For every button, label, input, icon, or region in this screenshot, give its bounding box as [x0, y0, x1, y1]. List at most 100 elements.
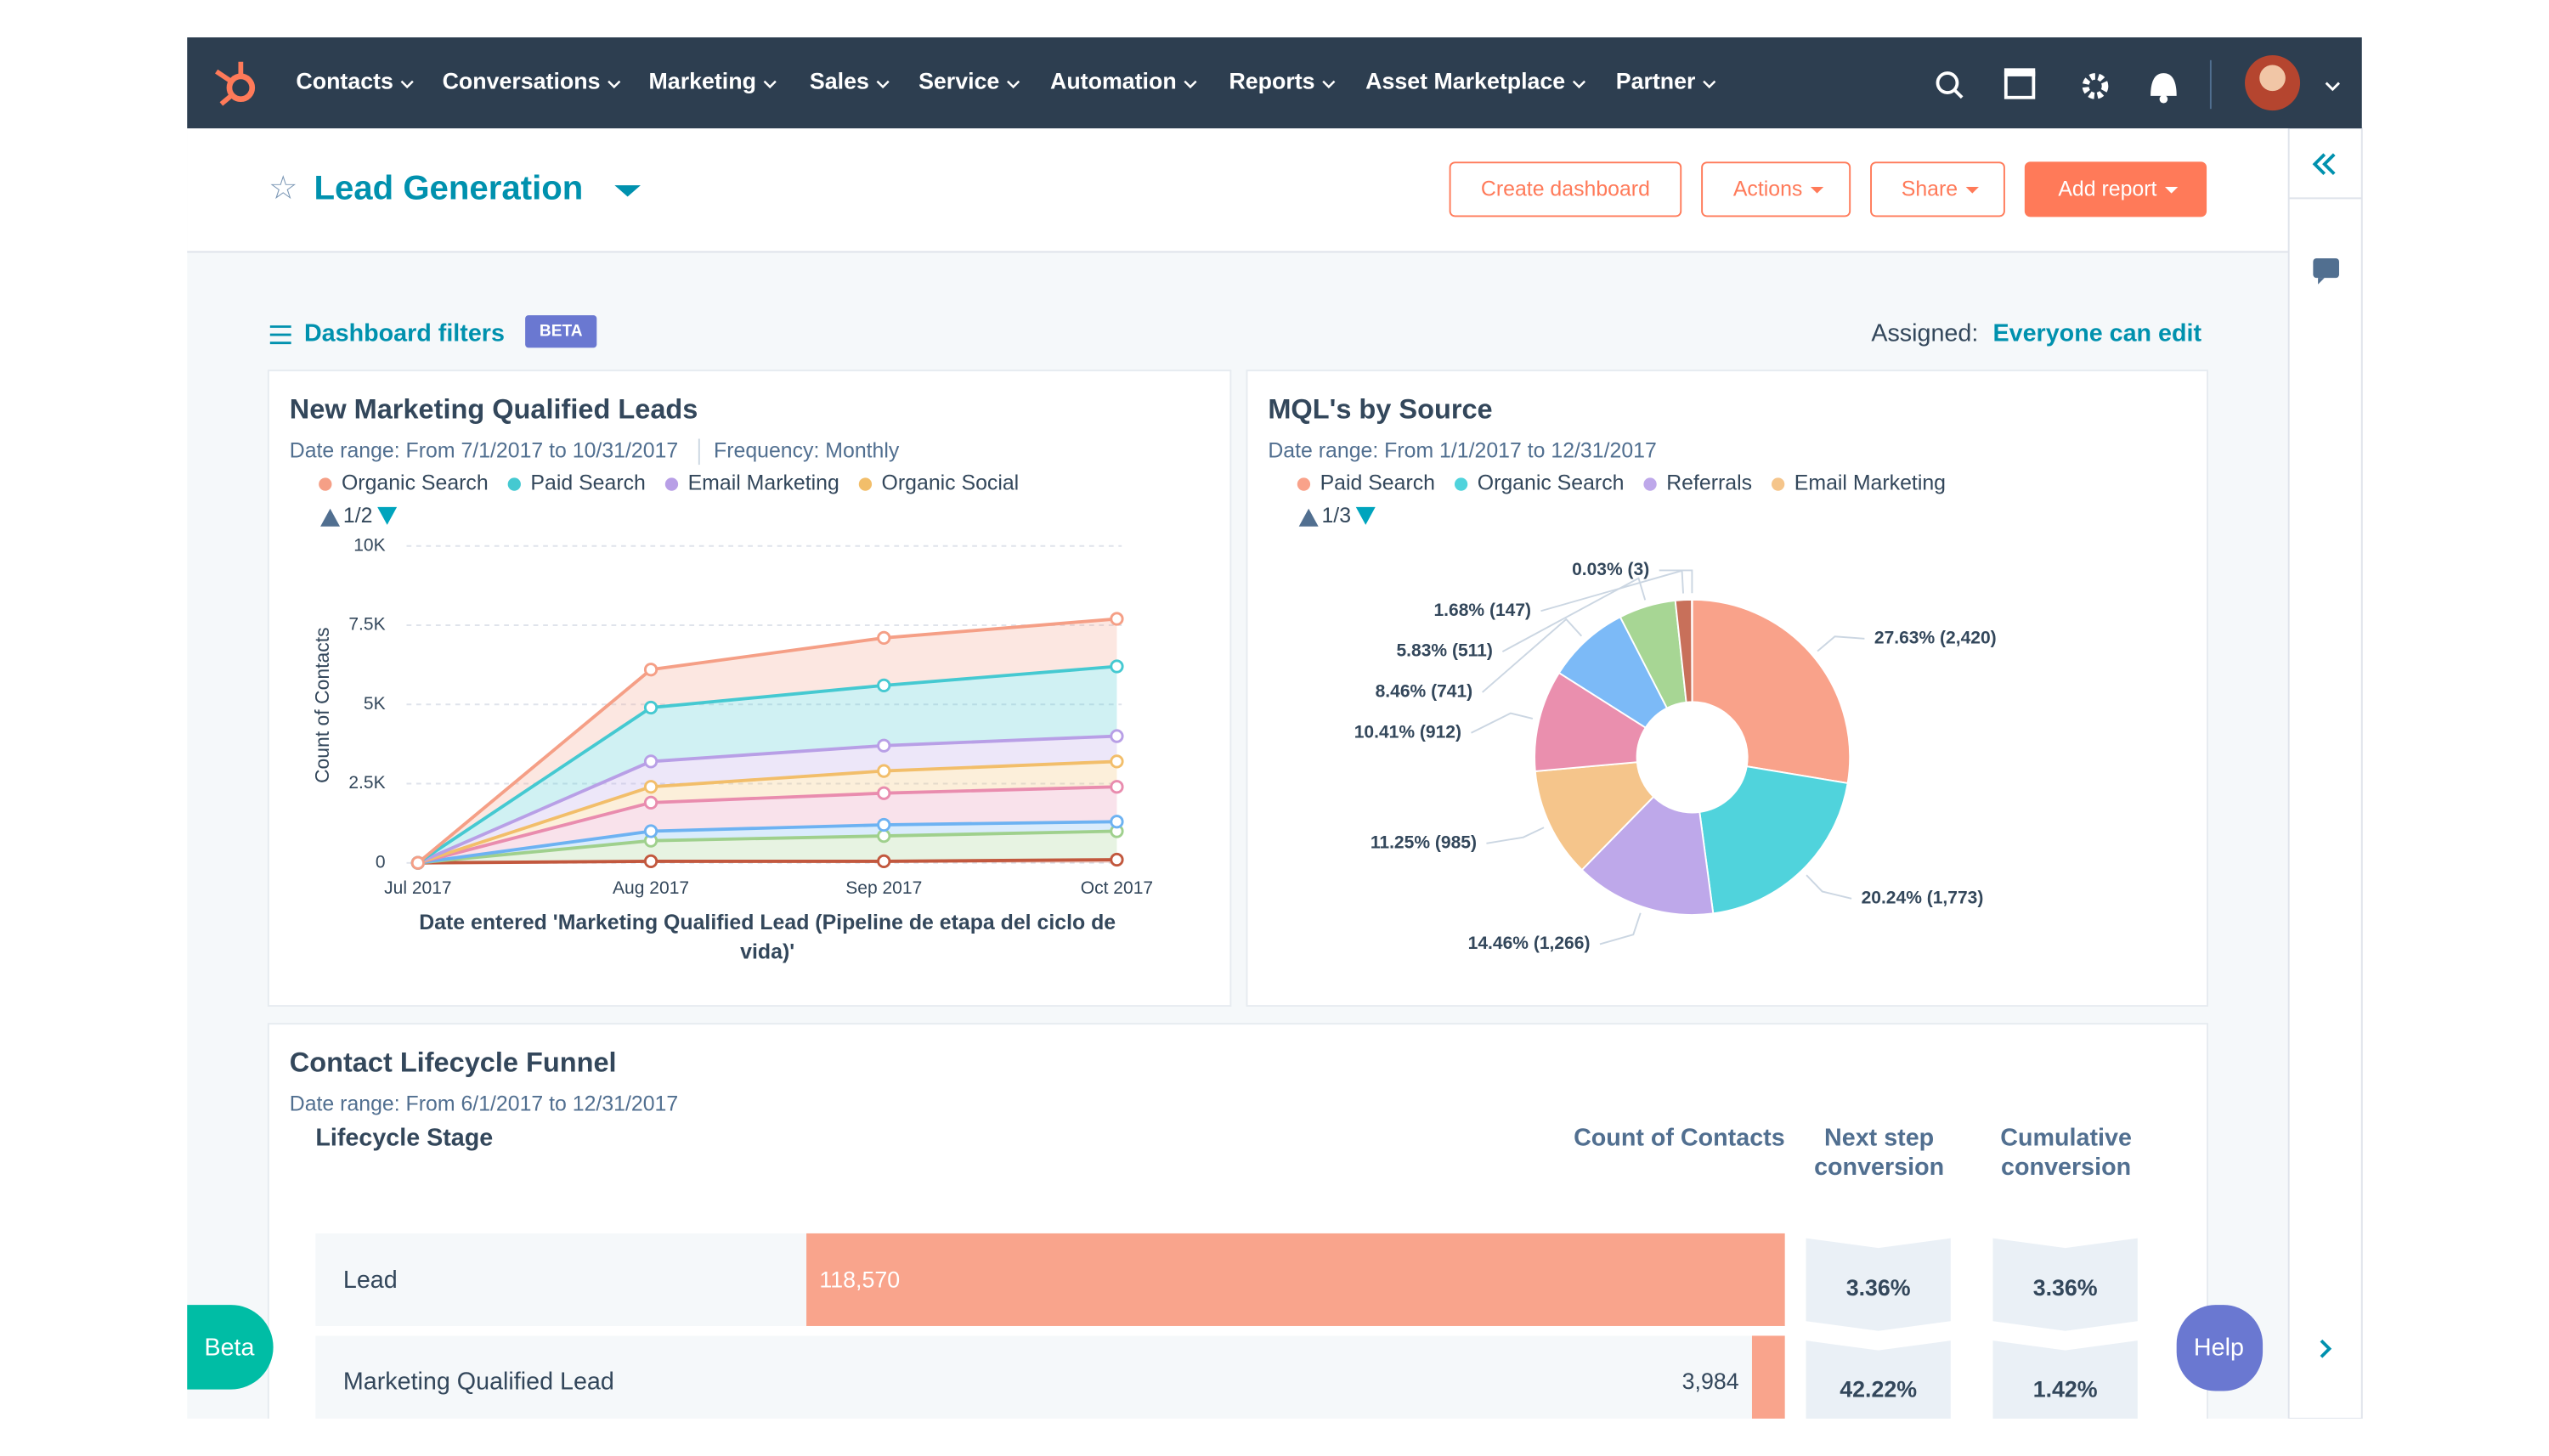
- x-tick-label: Aug 2017: [613, 878, 689, 898]
- nav-item[interactable]: Conversations: [443, 69, 601, 94]
- leader-line: [1482, 618, 1583, 693]
- logo-spokes: [215, 61, 244, 106]
- data-point: [877, 817, 891, 832]
- title-caret[interactable]: [614, 185, 641, 197]
- nav-chevron: [1703, 80, 1716, 89]
- data-point: [643, 854, 658, 869]
- data-point: [1110, 780, 1124, 794]
- conversion-value: 3.36%: [1846, 1275, 1911, 1301]
- hubspot-logo[interactable]: [215, 61, 256, 106]
- legend-entry: Email Marketing: [688, 471, 839, 495]
- series-line: [417, 829, 1117, 865]
- pie-slice: [1698, 765, 1849, 915]
- conversion-value: 1.42%: [2033, 1377, 2098, 1402]
- x-tick-label: Sep 2017: [845, 878, 922, 898]
- data-point: [643, 663, 658, 677]
- column-header-box: Cumulative conversion: [2000, 1125, 2132, 1182]
- help-button-label: Help: [2194, 1334, 2244, 1361]
- header-button-label: Share: [1902, 177, 1958, 200]
- count-label: 3,984: [1682, 1369, 1739, 1394]
- button-caret: [2164, 186, 2179, 194]
- line-card: [267, 370, 1232, 1007]
- nav-bar: [187, 37, 2362, 129]
- pie-slice: [1534, 761, 1655, 872]
- nav-item[interactable]: Asset Marketplace: [1365, 69, 1565, 94]
- data-point: [643, 700, 658, 715]
- pie-label: 1.68% (147): [1433, 601, 1531, 620]
- legend-next[interactable]: [1355, 506, 1376, 525]
- x-tick-label: Oct 2017: [1081, 878, 1153, 898]
- legend-page: 1/3: [1321, 504, 1351, 528]
- funnel-row: [315, 1335, 1785, 1427]
- favorite-star[interactable]: ☆: [268, 170, 297, 206]
- nav-item[interactable]: Sales: [810, 69, 869, 94]
- nav-item[interactable]: Automation: [1050, 69, 1177, 94]
- next-arrow[interactable]: [2320, 1339, 2332, 1358]
- pie-slice: [1691, 598, 1851, 785]
- chat-icon[interactable]: [2313, 258, 2339, 279]
- legend-dot: [507, 477, 521, 491]
- pie-label: 0.03% (3): [1572, 560, 1649, 579]
- column-header: Lifecycle Stage: [315, 1125, 493, 1152]
- column-header-box: Next step conversion: [1814, 1125, 1944, 1182]
- settings-icon[interactable]: [2082, 73, 2109, 99]
- stage-label: Marketing Qualified Lead: [343, 1368, 614, 1395]
- leader-line: [1659, 569, 1693, 594]
- stage-label: Lead: [343, 1267, 398, 1294]
- filters-icon: [269, 325, 291, 345]
- legend-prev[interactable]: [320, 508, 341, 527]
- nav-item[interactable]: Contacts: [296, 69, 393, 94]
- pie-label: 27.63% (2,420): [1874, 628, 1997, 647]
- header-button[interactable]: [1449, 161, 1682, 217]
- collapse-icon[interactable]: [2312, 153, 2336, 176]
- nav-item[interactable]: Service: [918, 69, 999, 94]
- data-point: [877, 630, 891, 646]
- account-chevron[interactable]: [2325, 82, 2340, 92]
- notifications-icon[interactable]: [2151, 73, 2177, 96]
- series-line: [417, 759, 1117, 865]
- search-icon[interactable]: [1936, 71, 1959, 94]
- nav-item[interactable]: Partner: [1616, 69, 1696, 94]
- header-button[interactable]: [2024, 161, 2207, 217]
- header-button[interactable]: [1701, 161, 1851, 217]
- beta-badge-text: BETA: [540, 322, 583, 340]
- header-button[interactable]: [1870, 161, 2005, 217]
- leader-line: [1806, 874, 1852, 900]
- filters-link[interactable]: Dashboard filters: [304, 320, 505, 347]
- leader-line: [1501, 577, 1647, 652]
- data-point: [643, 754, 658, 769]
- dashboard-title[interactable]: Lead Generation: [314, 168, 583, 206]
- data-point: [1110, 659, 1124, 674]
- legend-entry: Paid Search: [530, 471, 645, 495]
- leader-line: [1817, 635, 1865, 652]
- y-tick-label: 5K: [364, 694, 386, 714]
- y-tick-label: 10K: [353, 535, 385, 555]
- x-axis-label: Date entered 'Marketing Qualified Lead (…: [419, 910, 1116, 964]
- assigned-value[interactable]: Everyone can edit: [1993, 320, 2202, 347]
- button-caret: [1810, 186, 1824, 194]
- series-area: [417, 787, 1117, 863]
- help-button[interactable]: [2176, 1305, 2264, 1391]
- conversion-box: [1992, 1340, 2138, 1432]
- data-point: [877, 738, 891, 753]
- legend-dot: [1643, 477, 1657, 491]
- date-range: Date range: From 1/1/2017 to 12/31/2017: [1268, 438, 1656, 462]
- legend-prev[interactable]: [1298, 508, 1319, 527]
- search-handle: [1953, 87, 1964, 99]
- legend-dot: [1454, 477, 1468, 491]
- series-line: [417, 820, 1117, 865]
- beta-button-label: Beta: [204, 1334, 254, 1361]
- data-point: [877, 786, 891, 800]
- legend-next[interactable]: [377, 506, 398, 525]
- nav-item[interactable]: Marketing: [649, 69, 756, 94]
- series-line: [416, 617, 1117, 865]
- legend-dot: [1772, 477, 1785, 491]
- nav-chevron: [400, 80, 414, 89]
- nav-item[interactable]: Reports: [1229, 69, 1314, 94]
- beta-button[interactable]: [187, 1305, 274, 1390]
- pie-label: 5.83% (511): [1396, 641, 1492, 661]
- marketplace-awning: [2004, 68, 2036, 76]
- legend-dot: [319, 477, 332, 491]
- funnel-bar: [806, 1233, 1785, 1326]
